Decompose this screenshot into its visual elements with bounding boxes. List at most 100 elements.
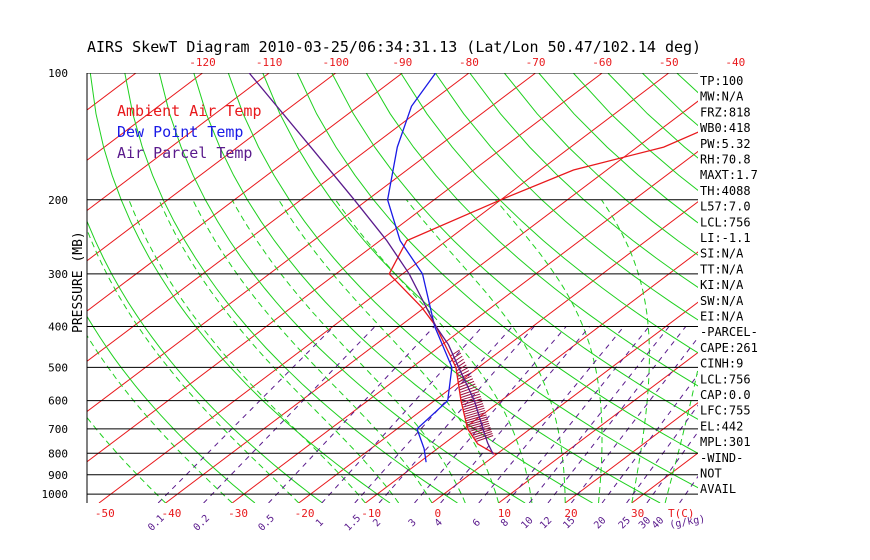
dry-adiabat <box>193 73 593 503</box>
isotherm-line <box>98 73 670 503</box>
cape-hatch-line <box>460 388 478 396</box>
bottom-axis-unit: T(C) <box>668 507 695 520</box>
mixing-ratio-line <box>601 373 698 503</box>
dry-adiabat <box>158 73 526 503</box>
stability-index: AVAIL <box>700 482 736 496</box>
isotherm-line <box>0 73 69 503</box>
cape-hatch-line <box>465 414 487 422</box>
cape-hatch-line <box>466 418 488 426</box>
pressure-tick-label: 1000 <box>42 488 69 501</box>
cape-hatch-line <box>467 420 489 428</box>
ambient-air-temp-line <box>388 131 698 456</box>
cape-hatch-line <box>463 405 484 413</box>
pressure-tick-label: 700 <box>48 423 68 436</box>
dry-adiabat <box>87 219 323 503</box>
mixing-ratio-label: 10 <box>519 515 535 531</box>
cape-hatch-line <box>466 416 488 424</box>
moist-adiabat <box>87 228 300 503</box>
mixing-ratio-line <box>157 326 334 503</box>
isotherm-line <box>765 73 870 503</box>
stability-index: CINH:9 <box>700 357 743 371</box>
isotherm-line <box>87 73 536 413</box>
bottom-temp-tick: 20 <box>564 507 577 520</box>
mixing-ratio-label: 40 <box>650 515 666 531</box>
isotherm-line <box>165 100 698 503</box>
stability-index: CAPE:261 <box>700 341 758 355</box>
moist-adiabat <box>278 199 500 503</box>
mixing-ratio-label: 6 <box>471 517 483 529</box>
dry-adiabat <box>87 315 256 503</box>
cape-hatch-line <box>465 412 486 420</box>
mixing-ratio-label: 0.2 <box>192 513 213 534</box>
mixing-ratio-label: 1.5 <box>343 513 364 534</box>
stability-index: -WIND- <box>700 451 743 465</box>
dry-adiabat <box>434 73 698 321</box>
cape-hatch-line <box>467 422 490 430</box>
isotherm-line <box>87 73 203 161</box>
mixing-ratio-label: 12 <box>538 515 554 531</box>
isotherm-line <box>87 73 270 212</box>
cape-hatch-line <box>450 349 460 357</box>
mixing-ratio-line <box>268 326 435 503</box>
stability-index: LI:-1.1 <box>700 231 751 245</box>
isotherm-line <box>631 452 698 503</box>
stability-index: TP:100 <box>700 74 743 88</box>
stability-index: LCL:756 <box>700 372 751 386</box>
stability-index: LCL:756 <box>700 215 751 229</box>
stability-index: NOT <box>700 467 722 481</box>
stability-index: -PARCEL- <box>700 325 758 339</box>
dry-adiabat <box>746 73 870 503</box>
stability-index: WB0:418 <box>700 121 751 135</box>
dry-adiabat <box>780 73 870 503</box>
moist-adiabat <box>128 199 366 503</box>
isotherm-line <box>431 301 698 503</box>
cape-hatch <box>450 349 494 442</box>
cape-hatch-line <box>473 431 492 439</box>
cape-hatch-line <box>460 391 480 399</box>
top-temp-tick: -60 <box>592 56 612 69</box>
cape-hatch-line <box>459 386 477 394</box>
stability-index: SI:N/A <box>700 247 744 261</box>
top-temp-tick: -90 <box>392 56 412 69</box>
dry-adiabats <box>87 73 870 503</box>
stability-index: PW:5.32 <box>700 137 751 151</box>
legend-entry: Ambient Air Temp <box>117 102 262 120</box>
mixing-ratio-line <box>378 326 535 503</box>
isotherm-line <box>298 201 698 503</box>
mixing-ratio-line <box>570 336 698 503</box>
cape-hatch-line <box>469 424 490 432</box>
dry-adiabat <box>400 73 698 354</box>
isotherm-line <box>87 73 403 312</box>
profile-series <box>248 73 698 463</box>
stability-index: EI:N/A <box>700 310 744 324</box>
dry-adiabat <box>227 73 661 503</box>
isotherm-line <box>365 251 698 503</box>
top-temp-tick: -70 <box>526 56 546 69</box>
top-temperature-ticks: -120 -110 -100 -90 -80 -70 -60 -50 -40 <box>189 56 745 69</box>
legend-entry: Dew Point Temp <box>117 123 243 141</box>
cape-hatch-line <box>462 400 483 408</box>
moist-adiabat <box>335 199 533 503</box>
dry-adiabat <box>815 73 870 503</box>
mixing-ratio-label: 0.5 <box>256 513 277 534</box>
pressure-lines <box>87 73 698 495</box>
moist-adiabat <box>406 199 566 503</box>
mixing-ratio-line <box>506 326 650 503</box>
bottom-temp-tick: -30 <box>228 507 248 520</box>
pressure-tick-labels: 100 200 300 400 500 600 700 800 900 1000 <box>42 67 69 501</box>
cape-hatch-line <box>454 358 464 366</box>
pressure-tick-label: 200 <box>48 194 68 207</box>
stability-index: LFC:755 <box>700 404 751 418</box>
bottom-temp-tick: -50 <box>95 507 115 520</box>
dry-adiabat <box>365 73 698 387</box>
cape-hatch-line <box>462 403 484 411</box>
stability-index: CAP:0.0 <box>700 388 751 402</box>
pressure-tick-label: 400 <box>48 321 68 334</box>
top-temp-tick: -110 <box>256 56 283 69</box>
cape-hatch-line <box>475 434 494 442</box>
stability-index: KI:N/A <box>700 278 744 292</box>
dry-adiabat <box>641 73 698 127</box>
top-temp-tick: -40 <box>725 56 745 69</box>
bottom-temp-tick: -10 <box>361 507 381 520</box>
